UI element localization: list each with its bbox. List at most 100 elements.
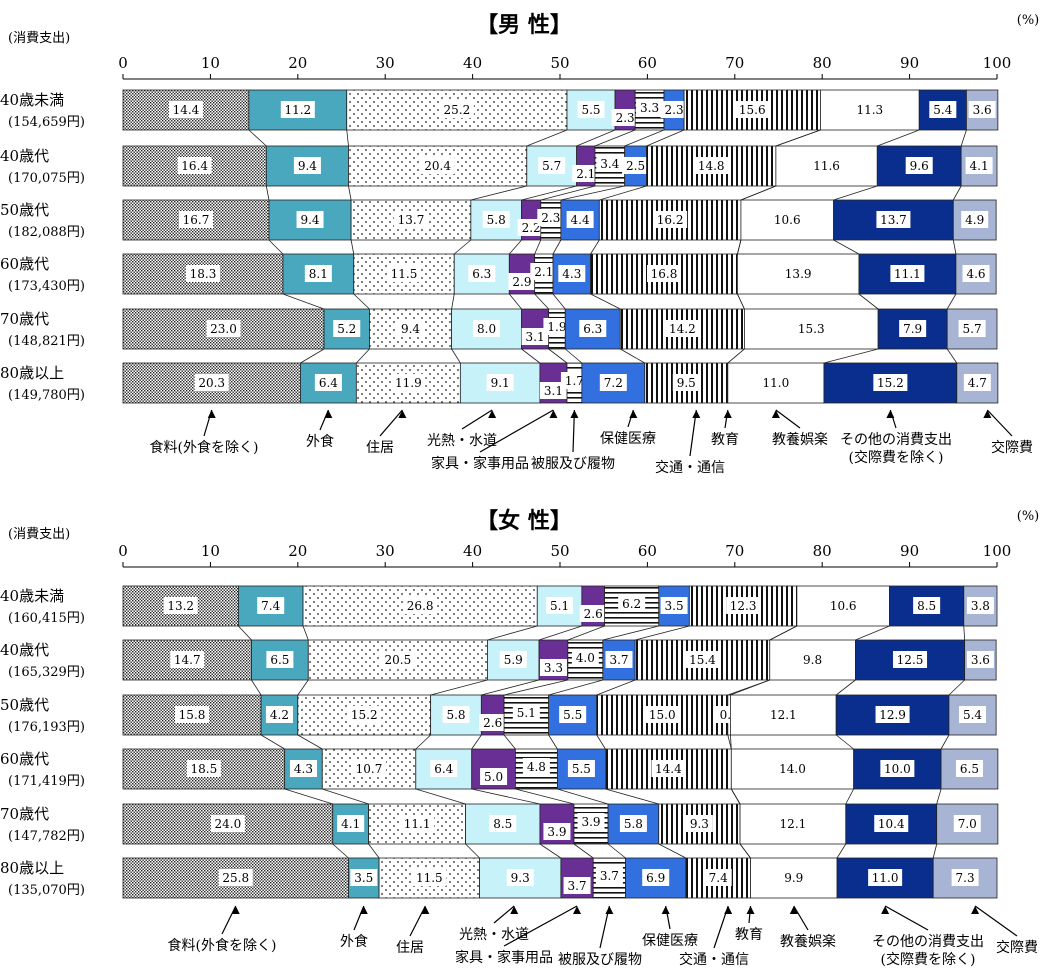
data-label: 4.1 <box>970 159 989 173</box>
data-label-bg <box>852 101 887 118</box>
data-label-bg <box>347 706 382 723</box>
connector-line <box>727 734 732 750</box>
data-label-bg <box>893 651 928 668</box>
data-label: 2.2 <box>522 221 541 235</box>
data-label-bg <box>479 714 507 731</box>
data-label-bg <box>890 265 925 282</box>
connector-line <box>946 348 958 364</box>
connector-line <box>356 348 370 364</box>
connector-line <box>540 185 596 201</box>
data-label: 8.5 <box>493 817 512 831</box>
data-label-bg <box>266 651 294 668</box>
connector-line <box>297 679 309 696</box>
data-label-bg <box>636 99 664 116</box>
data-label-bg <box>400 815 435 832</box>
side-label: (消費支出) <box>8 527 70 542</box>
data-label: 5.5 <box>572 762 591 776</box>
data-label: 2.1 <box>534 265 553 279</box>
x-tick-label: 40 <box>463 542 482 560</box>
legend-item-food: 食料(外食を除く) <box>150 409 258 456</box>
data-label: 7.3 <box>956 871 975 885</box>
data-label-bg <box>380 651 415 668</box>
data-label: 18.5 <box>190 762 217 776</box>
connector-line <box>936 788 942 805</box>
data-label: 10.4 <box>878 817 905 831</box>
data-label: 4.8 <box>527 760 546 774</box>
data-label-bg <box>596 155 624 172</box>
data-label-bg <box>530 263 558 280</box>
connector-line <box>737 239 742 255</box>
connector-line <box>948 679 965 696</box>
legend-arrow-head <box>723 410 732 418</box>
data-label-bg <box>579 320 607 337</box>
data-label-bg <box>868 869 903 886</box>
data-label: 14.4 <box>655 762 682 776</box>
data-label: 16.8 <box>651 267 678 281</box>
data-label-bg <box>186 760 221 777</box>
connector-line <box>858 293 879 310</box>
data-label-bg <box>579 605 607 622</box>
data-label-bg <box>566 211 594 228</box>
bar-row: 40歳代 (170,075円) 16.4 9.4 20.4 5.7 2.1 3.4 2.5 14.… <box>0 145 998 187</box>
data-label: 10.7 <box>356 762 383 776</box>
category-label: 60歳代 <box>0 255 49 273</box>
legend-arrow-head <box>886 410 895 418</box>
data-label: 23.0 <box>210 322 237 336</box>
connector-line <box>739 843 751 859</box>
data-label-bg <box>178 211 213 228</box>
connector-line <box>465 843 480 859</box>
legend-label: その他の消費支出 <box>872 934 984 950</box>
data-label: 11.5 <box>416 871 443 885</box>
data-label-bg <box>685 651 720 668</box>
category-label: 70歳代 <box>0 805 49 823</box>
data-label-bg <box>685 815 713 832</box>
data-label: 4.6 <box>966 267 985 281</box>
data-label: 11.1 <box>404 817 431 831</box>
legend-item-education: 教育 <box>711 409 739 448</box>
data-label-bg <box>577 813 605 830</box>
x-tick-label: 80 <box>813 54 832 72</box>
data-label-bg <box>766 706 801 723</box>
data-label-bg <box>175 706 210 723</box>
data-label-bg <box>386 265 421 282</box>
data-label: 5.5 <box>563 708 582 722</box>
category-amount: (154,659円) <box>8 115 85 130</box>
connector-line <box>877 129 920 147</box>
data-label: 4.4 <box>571 213 590 227</box>
data-label-bg <box>397 320 425 337</box>
connector-line <box>302 625 309 641</box>
data-label: 7.0 <box>958 817 977 831</box>
legend-label: 保健医療 <box>642 932 698 949</box>
data-label-bg <box>280 101 315 118</box>
data-label-bg <box>913 597 941 614</box>
data-label-bg <box>170 651 205 668</box>
data-label: 8.1 <box>309 267 328 281</box>
data-label: 14.2 <box>669 322 696 336</box>
connector-line <box>932 843 938 859</box>
data-label-bg <box>508 273 536 290</box>
connector-line <box>560 185 625 201</box>
data-label-bg <box>958 320 986 337</box>
data-label: 3.9 <box>547 825 566 839</box>
legend-label: 交際費 <box>996 939 1038 956</box>
legend-item-medical: 保健医療 <box>600 409 656 447</box>
legend-label: 保健医療 <box>600 430 656 447</box>
x-tick-label: 30 <box>376 542 395 560</box>
legend-label: 光熱・水道 <box>459 927 529 943</box>
data-label: 11.5 <box>391 267 418 281</box>
x-tick-label: 90 <box>900 542 919 560</box>
connector-line <box>855 625 890 641</box>
category-amount: (182,088円) <box>8 225 85 240</box>
data-label: 6.3 <box>472 267 491 281</box>
legend-arrow-head <box>971 906 980 914</box>
data-label-bg <box>412 869 447 886</box>
data-label: 6.9 <box>646 871 665 885</box>
data-label-bg <box>966 597 994 614</box>
bar-row: 70歳代 (147,782円) 24.0 4.1 11.1 8.5 3.9 3.9 5.8 9.3… <box>0 803 999 845</box>
data-label: 26.8 <box>407 599 434 613</box>
data-label: 2.6 <box>584 607 603 621</box>
legend-arrow-line <box>884 905 929 931</box>
connector-line <box>515 788 575 805</box>
data-label-bg <box>672 374 700 391</box>
x-tick-label: 100 <box>983 54 1012 72</box>
